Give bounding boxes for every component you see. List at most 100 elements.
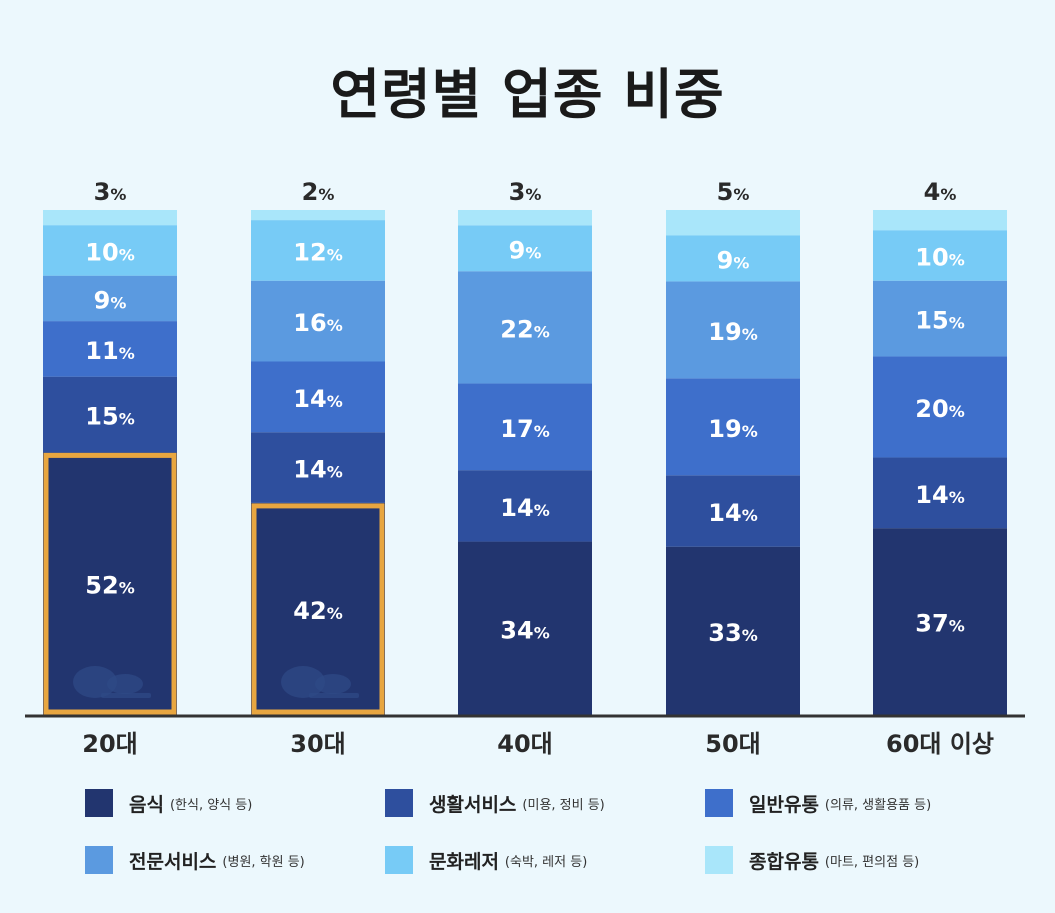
data-label: 4% <box>924 178 957 206</box>
legend-item: 문화레저 (숙박, 레저 등) <box>385 842 587 878</box>
data-label: 19% <box>708 318 757 346</box>
legend-description: (미용, 정비 등) <box>522 797 605 813</box>
chart-title: 연령별 업종 비중 <box>330 63 725 126</box>
legend-item: 전문서비스 (병원, 학원 등) <box>85 842 305 878</box>
bar-segment <box>873 356 1007 458</box>
legend-label: 전문서비스 <box>129 850 217 873</box>
data-label: 12% <box>293 238 342 266</box>
data-label: 3% <box>509 178 542 206</box>
bar-segment <box>43 376 177 453</box>
data-label: 37% <box>915 610 964 638</box>
legend-label: 음식 <box>129 793 164 816</box>
x-tick-label: 30대 <box>290 730 345 758</box>
legend-swatch <box>85 846 113 874</box>
bar-group-4: 37% 14% 20% 15% 10% 4% <box>873 178 1007 715</box>
data-label: 15% <box>915 307 964 335</box>
bar-segment <box>873 210 1007 231</box>
legend-description: (병원, 학원 등) <box>222 854 305 870</box>
bar-segment <box>458 383 592 471</box>
data-label: 17% <box>500 415 549 443</box>
dish-icon <box>107 674 143 694</box>
legend-item: 종합유통 (마트, 편의점 등) <box>705 842 919 878</box>
bar-segment <box>43 225 177 276</box>
bar-segment <box>873 230 1007 281</box>
data-label: 2% <box>302 178 335 206</box>
highlight-outline <box>251 503 385 715</box>
bar-group-2: 34% 14% 17% 22% 9% 3% <box>458 178 592 715</box>
data-label: 10% <box>85 238 134 266</box>
bar-segment <box>251 361 385 433</box>
x-tick-label: 20대 <box>82 730 137 758</box>
bar-segment <box>873 457 1007 529</box>
bar-segment <box>251 220 385 281</box>
legend-swatch <box>705 789 733 817</box>
data-label: 14% <box>915 481 964 509</box>
legend-swatch <box>85 789 113 817</box>
bar-segment <box>873 280 1007 357</box>
bar-segment <box>458 541 592 715</box>
legend-description: (의류, 생활용품 등) <box>824 797 932 813</box>
data-label: 14% <box>708 499 757 527</box>
legend-item: 음식 (한식, 양식 등) <box>85 785 252 821</box>
bar-segment <box>666 378 800 476</box>
legend-item: 일반유통 (의류, 생활용품 등) <box>705 785 931 821</box>
bar-segment <box>251 280 385 362</box>
legend-swatch <box>385 846 413 874</box>
data-label: 3% <box>94 178 127 206</box>
data-label: 14% <box>293 385 342 413</box>
legend-swatch <box>705 846 733 874</box>
plate-icon <box>309 693 359 698</box>
bar-segment <box>458 210 592 226</box>
data-label: 9% <box>717 246 750 274</box>
bar-segment <box>43 275 177 322</box>
data-label: 22% <box>500 315 549 343</box>
legend-description: (한식, 양식 등) <box>169 797 253 813</box>
bar-segment <box>666 281 800 379</box>
data-label: 10% <box>915 243 964 271</box>
bar-segment <box>251 210 385 221</box>
x-tick-label: 60대 이상 <box>886 730 994 758</box>
bar-segment <box>458 225 592 272</box>
bar-segment <box>251 432 385 503</box>
bar-segment <box>43 210 177 226</box>
legend-label: 문화레저 <box>429 850 499 873</box>
bar-segment <box>666 235 800 282</box>
bar-segment <box>43 321 177 377</box>
data-label: 14% <box>293 456 342 484</box>
legend-label: 생활서비스 <box>429 793 517 816</box>
bar-group-3: 33% 14% 19% 19% 9% 5% <box>666 178 800 715</box>
data-label: 19% <box>708 415 757 443</box>
bar-segment <box>666 475 800 547</box>
legend-description: (마트, 편의점 등) <box>824 854 920 870</box>
data-label: 42% <box>293 597 342 625</box>
bar-group-1: 42% 14% 14% 16% 12% 2% <box>251 178 385 715</box>
highlight-outline <box>43 452 177 715</box>
bar-segment <box>458 271 592 384</box>
data-label: 20% <box>915 395 964 423</box>
bar-segment <box>873 528 1007 715</box>
x-tick-label: 40대 <box>497 730 552 758</box>
bowl-icon <box>281 666 325 698</box>
legend-label: 일반유통 <box>749 793 819 816</box>
data-label: 14% <box>500 494 549 522</box>
bar-group-0: 52% 15% 11% 9% 10% 3% <box>43 178 177 715</box>
data-label: 9% <box>94 286 127 314</box>
legend-item: 생활서비스 (미용, 정비 등) <box>385 785 605 821</box>
x-tick-label: 50대 <box>705 730 760 758</box>
data-label: 33% <box>708 619 757 647</box>
data-label: 15% <box>85 403 134 431</box>
bar-segment <box>666 210 800 236</box>
data-label: 5% <box>717 178 750 206</box>
legend-description: (숙박, 레저 등) <box>504 854 588 870</box>
data-label: 52% <box>85 572 134 600</box>
legend-swatch <box>385 789 413 817</box>
data-label: 11% <box>85 337 134 365</box>
legend-label: 종합유통 <box>749 850 819 873</box>
chart-legend: 음식 (한식, 양식 등) 생활서비스 (미용, 정비 등) 일반유통 (의류, 생활용품… <box>85 785 1035 895</box>
data-label: 34% <box>500 616 549 644</box>
dish-icon <box>315 674 351 694</box>
bar-segment <box>666 546 800 715</box>
bowl-icon <box>73 666 117 698</box>
data-label: 16% <box>293 309 342 337</box>
